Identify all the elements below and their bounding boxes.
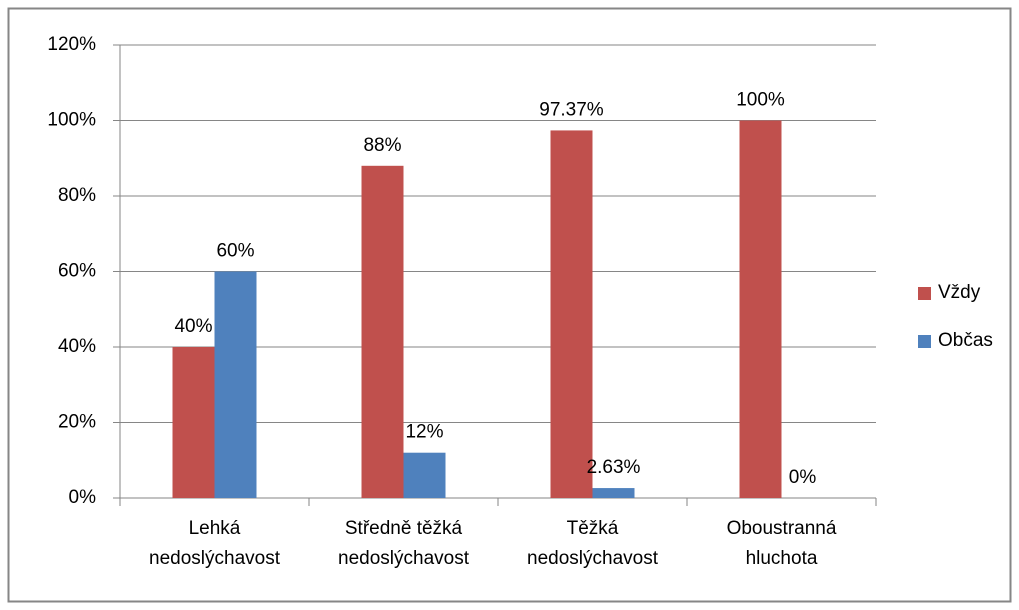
y-tick-label: 120%: [47, 34, 96, 55]
bar: [550, 130, 593, 498]
y-tick-label: 60%: [58, 261, 96, 282]
bar: [592, 488, 635, 498]
legend-label: Vždy: [938, 282, 981, 303]
chart-border: [7, 7, 1012, 603]
bar: [172, 347, 215, 498]
legend-swatch: [918, 287, 931, 300]
x-tick-label: Středně těžká nedoslýchavost: [338, 518, 469, 569]
x-tick-label: Lehká nedoslýchavost: [149, 518, 280, 569]
data-label: 60%: [216, 241, 254, 262]
data-label: 100%: [736, 90, 785, 111]
x-tick-label: Oboustranná hluchota: [726, 518, 837, 569]
bar: [739, 120, 782, 498]
legend-label: Občas: [938, 330, 993, 351]
y-tick-label: 80%: [58, 185, 96, 206]
data-label: 2.63%: [587, 457, 641, 478]
data-label: 12%: [405, 422, 443, 443]
bar: [214, 271, 257, 498]
bar: [361, 165, 404, 499]
data-label: 88%: [363, 135, 401, 156]
data-label: 40%: [174, 316, 212, 337]
y-tick-label: 20%: [58, 412, 96, 433]
data-label: 97.37%: [539, 99, 604, 120]
x-tick-label: Těžká nedoslýchavost: [527, 518, 658, 569]
legend-swatch: [918, 335, 931, 348]
data-label: 0%: [789, 467, 817, 488]
y-tick-label: 40%: [58, 336, 96, 357]
y-tick-label: 0%: [69, 487, 97, 508]
bar: [403, 452, 446, 498]
y-tick-label: 100%: [47, 110, 96, 131]
